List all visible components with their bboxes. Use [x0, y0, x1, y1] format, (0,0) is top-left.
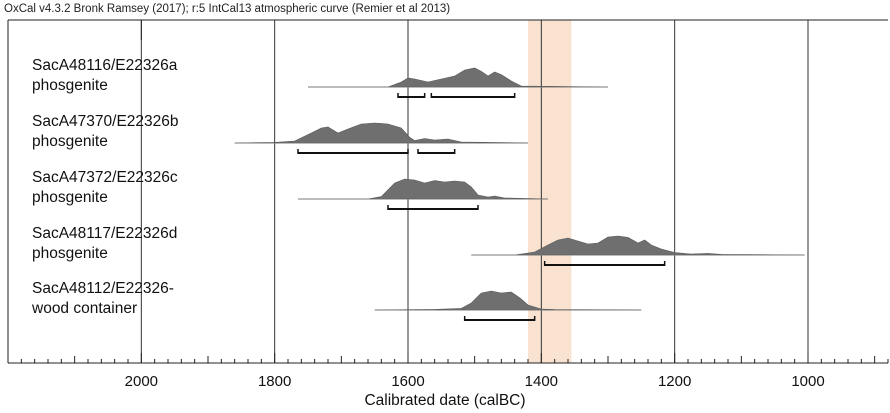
sample-2	[234, 122, 529, 154]
sample-sublabel: phosgenite	[32, 245, 108, 262]
sample-3	[298, 178, 549, 210]
x-tick-label: 1400	[525, 373, 558, 390]
range-bracket	[387, 205, 479, 210]
chart-header: OxCal v4.3.2 Bronk Ramsey (2017); r:5 In…	[4, 3, 451, 15]
range-bracket	[417, 149, 456, 154]
sample-sublabel: wood container	[31, 300, 137, 317]
x-tick-label: 1800	[258, 373, 291, 390]
density-curve	[298, 178, 549, 200]
sample-4	[471, 235, 805, 266]
density-curve	[374, 290, 642, 311]
x-tick-label: 1600	[391, 373, 424, 390]
sample-label: SacA47370/E22326b	[32, 113, 179, 130]
labels-layer: SacA48116/E22326a phosgenite SacA47370/E22…	[31, 57, 179, 317]
sample-sublabel: phosgenite	[32, 133, 108, 150]
sample-5	[374, 290, 642, 321]
density-curve	[234, 122, 529, 144]
range-bracket	[430, 93, 516, 98]
density-curve	[308, 67, 609, 88]
x-axis: 2000 1800 1600 1400 1200 1000	[7, 353, 889, 390]
sample-label: SacA48117/E22326d	[32, 225, 177, 242]
range-bracket	[297, 149, 409, 154]
x-axis-title: Calibrated date (calBC)	[364, 392, 525, 409]
sample-label: SacA48112/E22326-	[32, 280, 174, 297]
range-bracket	[463, 316, 536, 321]
sample-label: SacA47372/E22326c	[32, 169, 178, 186]
curves-layer	[234, 67, 805, 321]
density-curve	[471, 235, 805, 256]
range-bracket	[397, 93, 426, 98]
highlight-band-layer	[528, 20, 572, 363]
sample-1	[308, 67, 609, 98]
x-tick-label: 1000	[791, 373, 824, 390]
x-tick-label: 1200	[658, 373, 691, 390]
range-bracket	[543, 261, 666, 266]
x-tick-label: 2000	[125, 373, 158, 390]
sample-sublabel: phosgenite	[32, 189, 108, 206]
sample-label: SacA48116/E22326a	[32, 57, 178, 74]
highlight-band	[528, 20, 572, 363]
sample-sublabel: phosgenite	[32, 77, 108, 94]
